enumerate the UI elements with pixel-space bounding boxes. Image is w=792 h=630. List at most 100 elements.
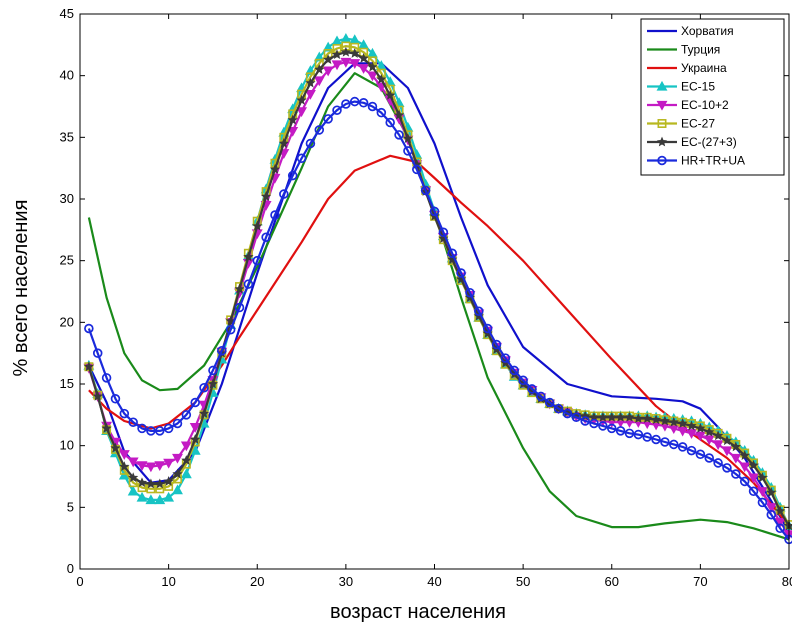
data-point — [695, 423, 706, 433]
data-point — [455, 273, 467, 284]
legend-item: ЕС-15 — [647, 80, 715, 94]
data-point — [482, 323, 493, 334]
data-point — [118, 450, 130, 460]
data-point — [287, 126, 299, 137]
data-point — [287, 170, 298, 181]
data-point — [270, 210, 280, 220]
data-point — [155, 426, 165, 436]
legend-item: ЕС-10+2 — [647, 98, 729, 112]
data-point — [712, 440, 724, 451]
x-tick-label: 70 — [693, 574, 707, 589]
data-point — [84, 323, 94, 334]
data-point — [766, 487, 777, 497]
data-point — [313, 76, 325, 87]
data-point — [367, 71, 378, 82]
data-point — [190, 397, 200, 408]
data-point — [279, 189, 289, 199]
legend-label: Хорватия — [681, 24, 734, 38]
data-point — [429, 206, 440, 217]
data-point — [128, 417, 138, 427]
legend-label: ЕС-(27+3) — [681, 135, 737, 149]
data-point — [323, 54, 334, 65]
data-point — [305, 138, 316, 149]
data-point — [642, 432, 652, 442]
data-point — [127, 485, 139, 496]
legend-marker — [657, 119, 667, 128]
data-point — [677, 442, 688, 452]
legend: Хорватия Турция Украина ЕС-15 ЕС-10+2 ЕС-27 ЕС… — [640, 18, 785, 176]
data-point — [775, 523, 785, 534]
data-point — [739, 462, 751, 473]
data-point — [217, 345, 227, 356]
y-tick-label: 30 — [60, 191, 74, 206]
data-point — [456, 268, 466, 278]
data-point — [704, 426, 715, 437]
y-tick-label: 40 — [60, 68, 74, 83]
data-point — [340, 46, 351, 57]
legend-marker — [656, 100, 668, 111]
data-point — [101, 373, 112, 383]
x-tick-label: 20 — [250, 574, 264, 589]
data-point — [509, 365, 520, 376]
y-tick-label: 35 — [60, 129, 74, 144]
data-point — [367, 61, 378, 72]
data-point — [615, 426, 626, 436]
data-point — [606, 411, 617, 422]
legend-label: Турция — [681, 43, 720, 57]
data-point — [137, 423, 147, 434]
data-point — [447, 253, 458, 264]
data-point — [739, 476, 750, 487]
data-point — [163, 423, 174, 434]
legend-label: ЕС-27 — [681, 117, 715, 131]
data-point — [358, 98, 369, 108]
data-point — [341, 99, 351, 109]
data-point — [198, 408, 210, 418]
data-point — [145, 494, 157, 505]
data-point — [722, 463, 732, 473]
data-point — [597, 411, 609, 422]
data-point — [402, 133, 414, 143]
data-point — [136, 477, 148, 488]
data-point — [660, 437, 670, 447]
legend-item: ЕС-27 — [647, 117, 715, 131]
data-point — [659, 415, 671, 426]
data-point — [304, 89, 316, 100]
legend-label: Украина — [681, 61, 727, 75]
data-point — [322, 66, 334, 77]
legend-label: ЕС-15 — [681, 80, 715, 94]
data-point — [580, 416, 590, 426]
data-point — [730, 441, 741, 452]
series-layer — [83, 33, 792, 545]
data-point — [260, 191, 272, 201]
data-point — [393, 109, 405, 120]
data-point — [544, 397, 555, 408]
data-point — [314, 125, 325, 135]
data-point — [349, 48, 360, 58]
data-point — [491, 339, 502, 350]
data-point — [748, 460, 759, 470]
data-point — [225, 324, 236, 335]
data-point — [92, 390, 103, 401]
data-point — [252, 255, 263, 266]
data-point — [651, 434, 661, 445]
data-point — [730, 453, 742, 464]
data-point — [296, 153, 307, 164]
y-tick-label: 5 — [67, 499, 74, 514]
x-tick-label: 30 — [339, 574, 353, 589]
data-point — [589, 418, 599, 429]
x-tick-label: 40 — [427, 574, 441, 589]
data-point — [376, 74, 387, 84]
data-point — [686, 429, 697, 439]
data-point — [403, 146, 413, 156]
data-point — [686, 420, 697, 431]
data-point — [172, 484, 183, 495]
data-point — [172, 418, 183, 429]
data-point — [367, 101, 378, 112]
data-point — [331, 60, 343, 71]
data-point — [624, 428, 635, 439]
data-point — [518, 375, 528, 386]
data-point — [704, 453, 714, 463]
data-point — [190, 434, 201, 444]
legend-item: Хорватия — [647, 24, 734, 38]
